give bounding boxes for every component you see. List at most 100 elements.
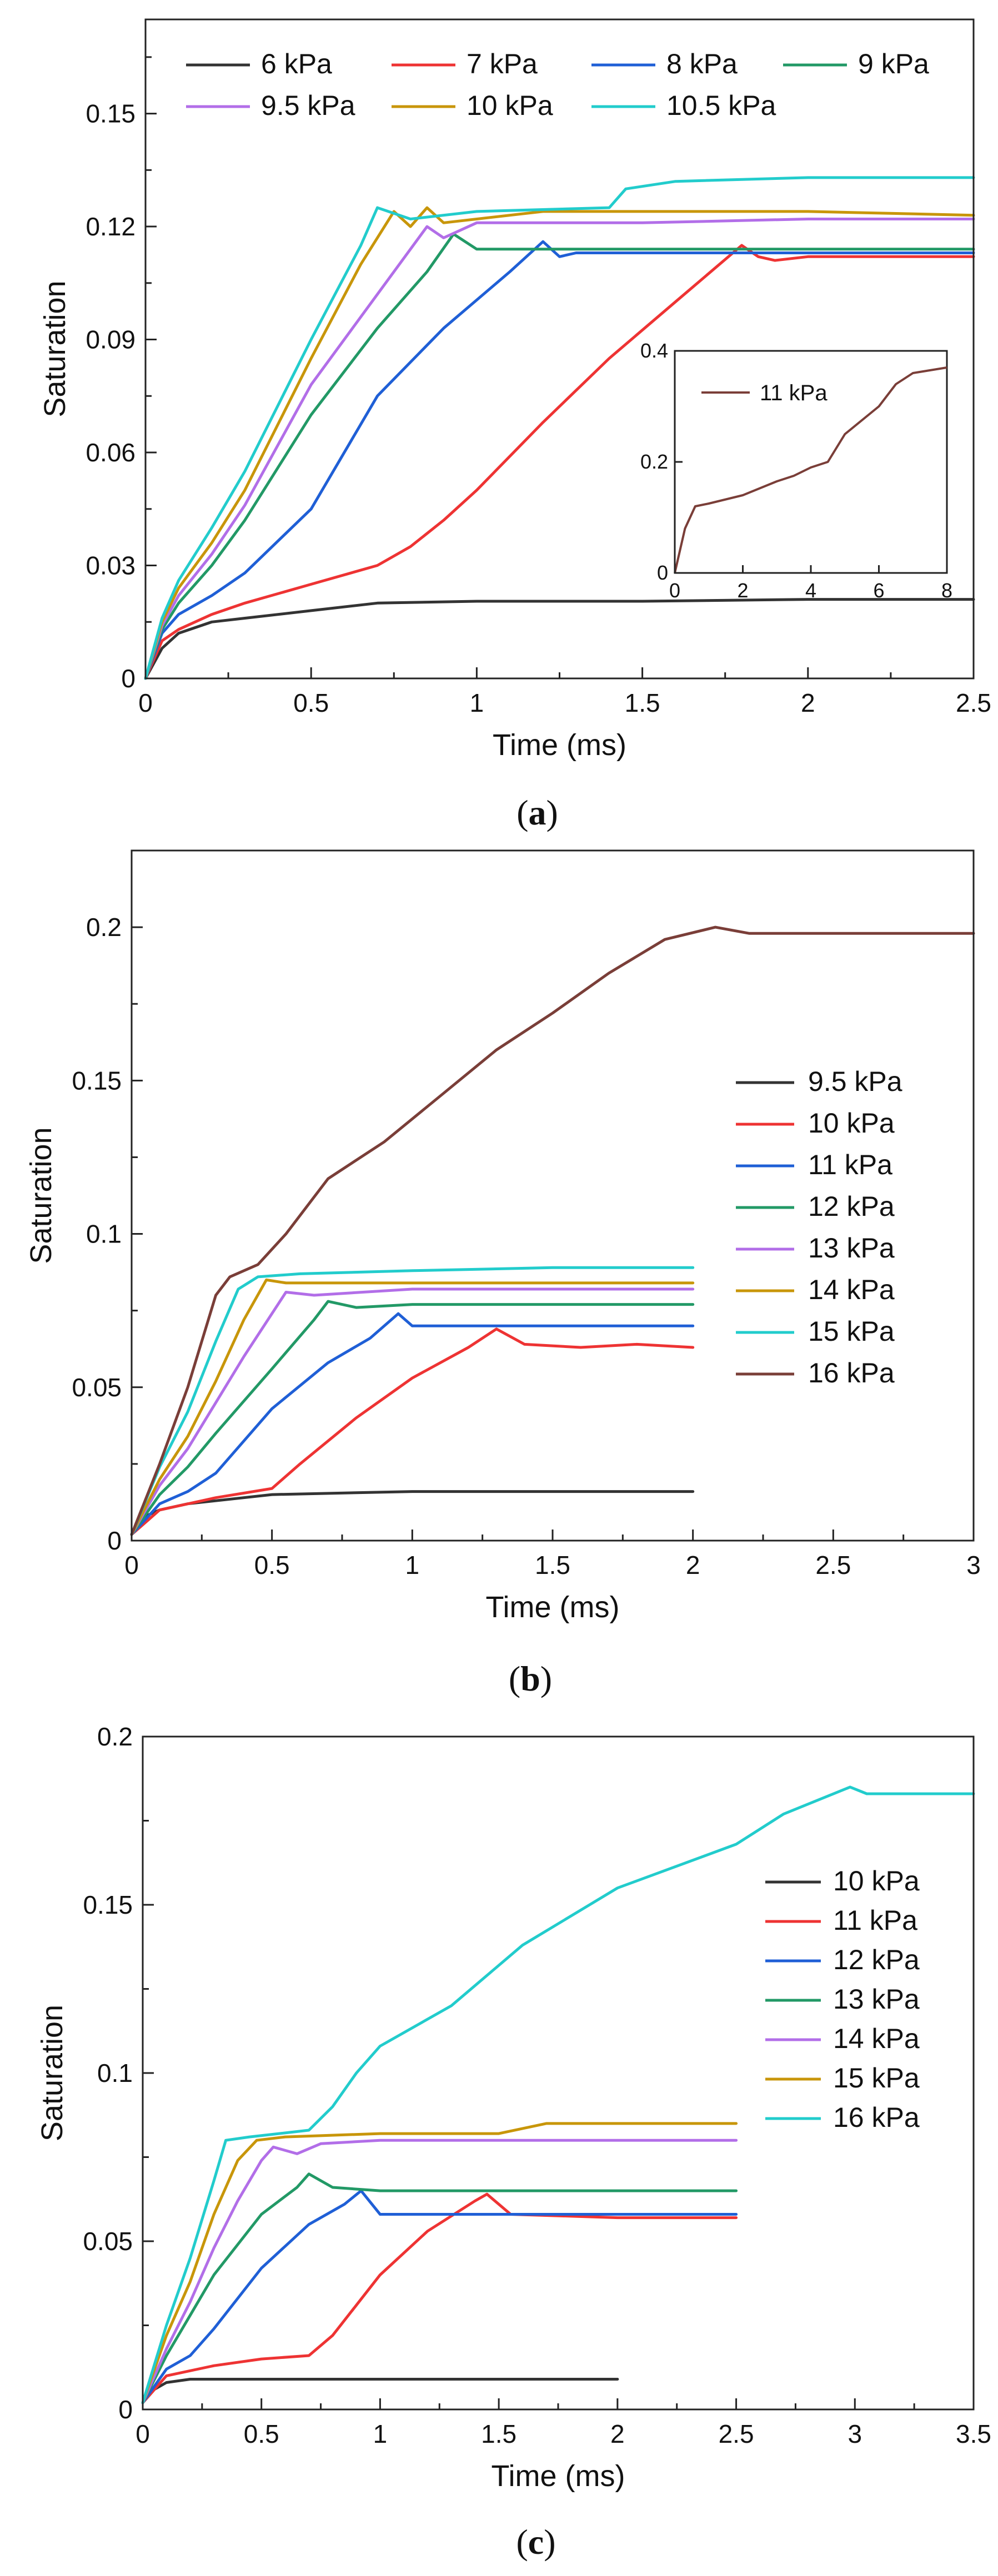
inset-x-tick-label: 8 (941, 579, 952, 602)
y-tick-label: 0.2 (86, 913, 122, 942)
inset-x-tick-label: 0 (669, 579, 680, 602)
x-tick-label: 1 (373, 2419, 388, 2448)
legend-label: 10 kPa (833, 1865, 920, 1896)
y-tick-label: 0.15 (86, 99, 136, 128)
series-line-c-5 (141, 2122, 738, 2404)
legend-label: 7 kPa (467, 48, 538, 79)
series-line-b-6 (130, 1266, 695, 1536)
panel-caption: (a) (516, 793, 558, 832)
legend-label: 12 kPa (833, 1944, 920, 1975)
legend-label: 16 kPa (833, 2102, 920, 2133)
x-tick-label: 2 (610, 2419, 625, 2448)
x-tick-label: 1 (470, 688, 484, 717)
y-axis-label: Saturation (24, 1127, 58, 1264)
legend-label: 9.5 kPa (261, 90, 355, 121)
x-tick-label: 1.5 (481, 2419, 516, 2448)
series-line-c-4 (141, 2139, 738, 2404)
legend-label: 14 kPa (833, 2023, 920, 2054)
legend-label: 10 kPa (808, 1108, 895, 1139)
y-tick-label: 0 (107, 1526, 122, 1555)
y-tick-label: 0.09 (86, 325, 136, 354)
series-line-b-2 (130, 1312, 695, 1536)
x-axis-label: Time (ms) (492, 2459, 625, 2493)
legend-label: 15 kPa (833, 2062, 920, 2094)
x-tick-label: 0.5 (244, 2419, 279, 2448)
x-tick-label: 0.5 (293, 688, 329, 717)
inset-y-tick-label: 0 (657, 561, 668, 584)
y-tick-label: 0.1 (86, 1220, 122, 1249)
y-tick-label: 0.12 (86, 212, 136, 241)
y-axis-label: Saturation (36, 2005, 69, 2141)
series-line-b-7 (130, 925, 975, 1536)
x-tick-label: 0 (138, 688, 153, 717)
x-tick-label: 2.5 (719, 2419, 754, 2448)
y-tick-label: 0.2 (97, 1722, 133, 1751)
legend-label: 8 kPa (666, 48, 738, 79)
x-tick-label: 0 (124, 1551, 139, 1579)
panel-caption: (b) (509, 1659, 552, 1698)
series-line-a-6 (144, 176, 975, 680)
inset-y-tick-label: 0.4 (640, 339, 668, 362)
x-tick-label: 2.5 (956, 688, 991, 717)
y-axis-label: Saturation (38, 280, 72, 417)
series-line-a-1 (144, 244, 975, 680)
x-tick-label: 3 (966, 1551, 981, 1579)
inset-x-tick-label: 2 (737, 579, 748, 602)
x-tick-label: 3.5 (956, 2419, 991, 2448)
y-tick-label: 0.15 (83, 1890, 133, 1919)
x-tick-label: 2.5 (815, 1551, 851, 1579)
legend: 10 kPa 11 kPa 12 kPa 13 kPa 14 kPa 15 kPa 16 k… (765, 1865, 920, 2133)
x-axis-label: Time (ms) (493, 728, 626, 762)
y-tick-label: 0.06 (86, 438, 136, 467)
series-line-b-4 (130, 1287, 695, 1536)
series-line-b-5 (130, 1278, 695, 1536)
chart-panel-c: 0 0.5 1 1.5 2 2.5 3 3.5 0 0.05 0.1 0.15 0.2 Time (ms)… (36, 1722, 991, 2562)
y-tick-label: 0 (121, 664, 136, 693)
legend-label: 15 kPa (808, 1316, 895, 1347)
legend-label: 11 kPa (833, 1905, 917, 1936)
inset-series-line (674, 366, 947, 573)
inset-chart: 11 kPa 0 2 4 6 8 0 0.2 0.4 (640, 339, 952, 602)
series-line-a-4 (144, 218, 975, 680)
legend-label: 12 kPa (808, 1191, 895, 1222)
y-tick-label: 0 (118, 2395, 133, 2424)
x-tick-label: 1 (405, 1551, 420, 1579)
x-axis-label: Time (ms) (486, 1591, 620, 1624)
inset-x-tick-label: 6 (873, 579, 884, 602)
legend-label: 13 kPa (808, 1232, 895, 1264)
series-line-c-3 (141, 2172, 738, 2404)
series-line-a-5 (144, 206, 975, 680)
legend: 9.5 kPa 10 kPa 11 kPa 12 kPa 13 kPa 14 kPa 15 … (736, 1066, 902, 1388)
legend-label: 11 kPa (808, 1149, 892, 1180)
series-line-c-6 (141, 1785, 975, 2404)
y-tick-label: 0.05 (83, 2227, 133, 2256)
legend-label: 13 kPa (833, 1984, 920, 2015)
inset-legend-label: 11 kPa (760, 381, 828, 405)
legend-label: 9 kPa (858, 48, 929, 79)
x-tick-label: 3 (847, 2419, 862, 2448)
y-tick-label: 0.05 (72, 1373, 122, 1402)
legend-label: 10.5 kPa (666, 90, 776, 121)
x-tick-label: 2 (686, 1551, 700, 1579)
panel-caption: (c) (516, 2522, 555, 2562)
series-line-b-1 (130, 1327, 695, 1536)
y-tick-label: 0.03 (86, 551, 136, 580)
chart-panel-a: 0 0.5 1 1.5 2 2.5 0 0.03 0.06 0.09 0.12 0.15 Time (m… (38, 18, 991, 832)
legend-label: 9.5 kPa (808, 1066, 902, 1097)
series-line-c-1 (141, 2192, 738, 2404)
x-tick-label: 0.5 (254, 1551, 290, 1579)
legend-label: 6 kPa (261, 48, 332, 79)
legend-label: 10 kPa (467, 90, 553, 121)
series-line-a-0 (144, 598, 975, 680)
series-line-c-2 (141, 2189, 738, 2404)
inset-y-tick-label: 0.2 (640, 450, 668, 473)
legend-label: 14 kPa (808, 1274, 895, 1305)
y-tick-label: 0.1 (97, 2059, 133, 2087)
x-tick-label: 1.5 (535, 1551, 570, 1579)
series-line-a-2 (144, 240, 975, 680)
inset-x-tick-label: 4 (805, 579, 816, 602)
x-tick-label: 0 (136, 2419, 150, 2448)
series-line-a-3 (144, 233, 975, 680)
x-tick-label: 1.5 (625, 688, 660, 717)
